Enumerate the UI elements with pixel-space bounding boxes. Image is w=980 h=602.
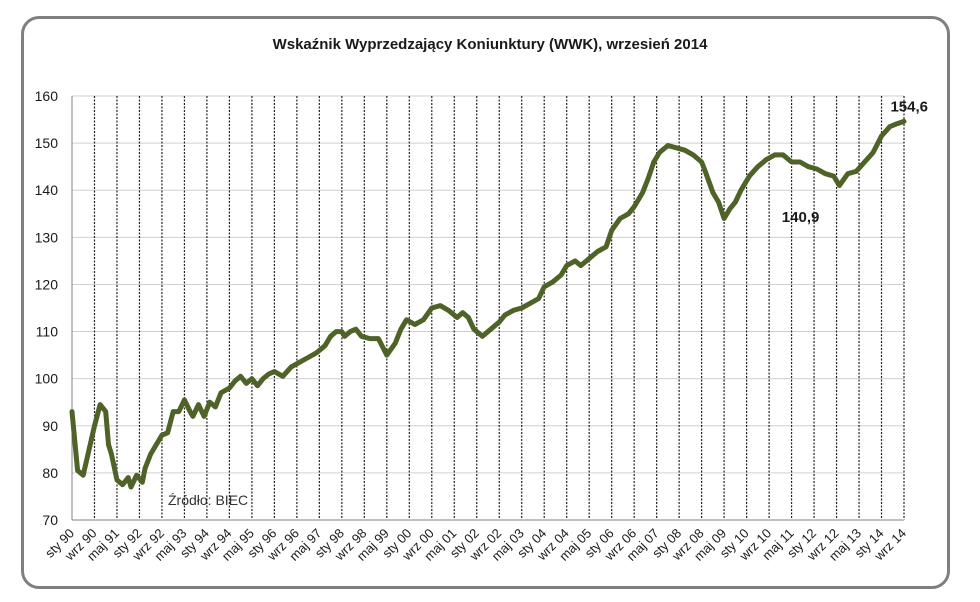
y-tick-label: 120	[35, 276, 59, 292]
y-tick-label: 110	[36, 324, 59, 340]
y-tick-label: 70	[42, 512, 58, 528]
y-tick-label: 90	[42, 418, 58, 434]
chart-title: Wskaźnik Wyprzedzający Koniunktury (WWK)…	[272, 36, 708, 53]
y-tick-label: 150	[35, 135, 59, 151]
data-label: 154,6	[890, 98, 928, 115]
chart-frame	[21, 16, 950, 589]
series-line	[69, 118, 907, 490]
y-tick-label: 80	[42, 465, 58, 481]
y-tick-label: 130	[35, 229, 59, 245]
y-tick-label: 140	[35, 182, 59, 198]
y-tick-label: 160	[35, 88, 59, 104]
source-note: Źródło: BIEC	[168, 492, 248, 508]
y-tick-label: 100	[35, 371, 59, 387]
data-label: 140,9	[782, 209, 820, 226]
